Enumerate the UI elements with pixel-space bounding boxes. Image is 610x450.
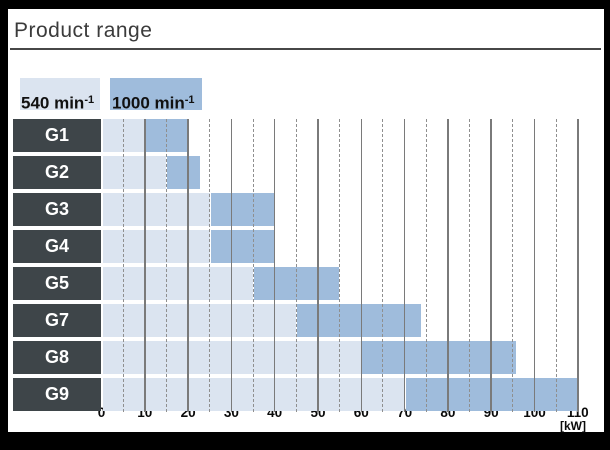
legend-swatch-1000 [110,78,202,110]
bar-540-g3 [102,193,210,226]
row-label-g9: G9 [13,378,101,411]
bar-1000-g7 [297,304,421,337]
gridline-minor-65 [382,119,384,412]
legend-label-1000: 1000 min-1 [112,93,195,114]
gridline-minor-35 [252,119,254,412]
gridline-major-10 [144,119,146,412]
gridline-major-60 [360,119,363,412]
title-underline [10,48,601,50]
legend-text-1000: 1000 min [112,93,185,113]
bar-540-g1 [102,119,145,152]
gridline-major-30 [230,119,233,412]
legend-sup-540: -1 [84,94,95,106]
legend-sup-1000: -1 [184,94,195,106]
bar-540-g2 [102,156,167,189]
row-label-g3: G3 [13,193,101,226]
gridline-major-70 [403,119,406,412]
row-label-g1: G1 [13,119,101,152]
gridline-minor-85 [469,119,471,412]
bar-540-g9 [102,378,405,411]
bar-540-g5 [102,267,254,300]
chart-plot-area: G1 G2 G3 G4 G5 G7 G8 G9 0 10 20 30 40 50 60 70 80 90 100 11… [8,9,604,432]
legend-swatch-540 [20,78,100,110]
row-label-g8: G8 [13,341,101,374]
gridline-minor-105 [555,119,557,412]
gridline-major-40 [273,119,276,412]
bar-1000-g3 [210,193,274,226]
bar-540-g4 [102,230,210,263]
gridline-minor-75 [425,119,427,412]
content-area: Product range 540 min-1 1000 min-1 G1 G2 G… [8,9,604,433]
gridline-major-90 [490,119,492,412]
row-label-g7: G7 [13,304,101,337]
gridline-minor-95 [512,119,514,412]
row-label-g4: G4 [13,230,101,263]
gridline-major-80 [447,119,449,412]
legend-label-540: 540 min-1 [21,93,94,114]
row-label-g2: G2 [13,156,101,189]
gridline-major-100 [533,119,536,412]
bar-1000-g2 [167,156,201,189]
bar-1000-g8 [362,341,517,374]
row-label-g5: G5 [13,267,101,300]
gridline-minor-55 [339,119,341,412]
gridline-minor-25 [209,119,211,412]
x-tick-0: 0 [97,405,106,420]
gridline-minor-5 [122,119,124,412]
legend-text-540: 540 min [21,93,85,113]
bar-540-g7 [102,304,297,337]
gridline-major-50 [317,119,319,412]
gridline-minor-15 [165,119,167,412]
page-title: Product range [14,19,153,42]
gridline-minor-45 [295,119,297,412]
x-axis-unit-label: [kW] [560,419,586,433]
gridline-major-20 [187,119,189,412]
gridline-major-110 [577,119,579,412]
bar-1000-g4 [210,230,274,263]
